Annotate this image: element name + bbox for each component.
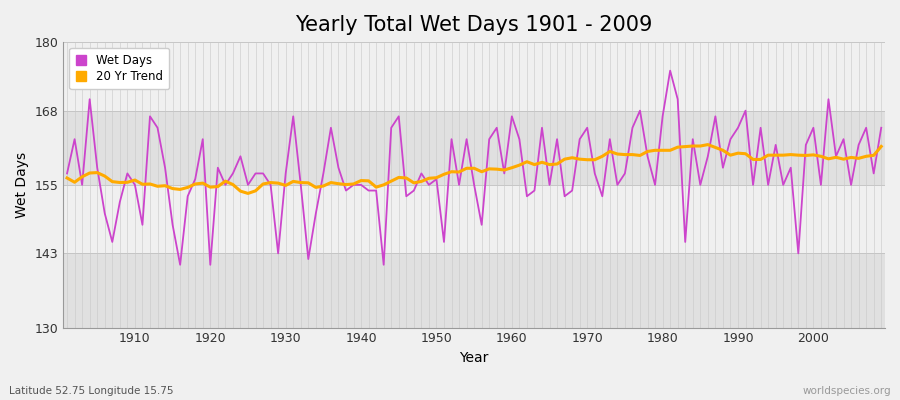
20 Yr Trend [340,182,351,187]
Line: Wet Days: Wet Days [68,71,881,265]
Bar [63,185,885,253]
Y-axis label: Wet Days: Wet Days [15,152,29,218]
20 Yr Trend [243,191,254,196]
Wet Days [665,68,676,73]
Wet Days [340,188,351,193]
Text: Latitude 52.75 Longitude 15.75: Latitude 52.75 Longitude 15.75 [9,386,174,396]
Bar [63,253,885,328]
20 Yr Trend [62,176,73,180]
Wet Days [62,171,73,176]
Wet Days [514,137,525,142]
20 Yr Trend [295,180,306,185]
Wet Days [122,171,133,176]
20 Yr Trend [122,180,133,185]
Text: worldspecies.org: worldspecies.org [803,386,891,396]
20 Yr Trend [702,142,713,147]
Legend: Wet Days, 20 Yr Trend: Wet Days, 20 Yr Trend [69,48,169,89]
20 Yr Trend [605,149,616,154]
Wet Days [175,262,185,267]
Bar [63,111,885,185]
20 Yr Trend [876,144,886,149]
X-axis label: Year: Year [460,351,489,365]
Wet Days [605,137,616,142]
20 Yr Trend [507,165,517,170]
Line: 20 Yr Trend: 20 Yr Trend [68,144,881,194]
Wet Days [507,114,517,119]
Bar [63,42,885,111]
20 Yr Trend [514,163,525,168]
Title: Yearly Total Wet Days 1901 - 2009: Yearly Total Wet Days 1901 - 2009 [295,15,652,35]
Wet Days [876,125,886,130]
Wet Days [295,182,306,187]
